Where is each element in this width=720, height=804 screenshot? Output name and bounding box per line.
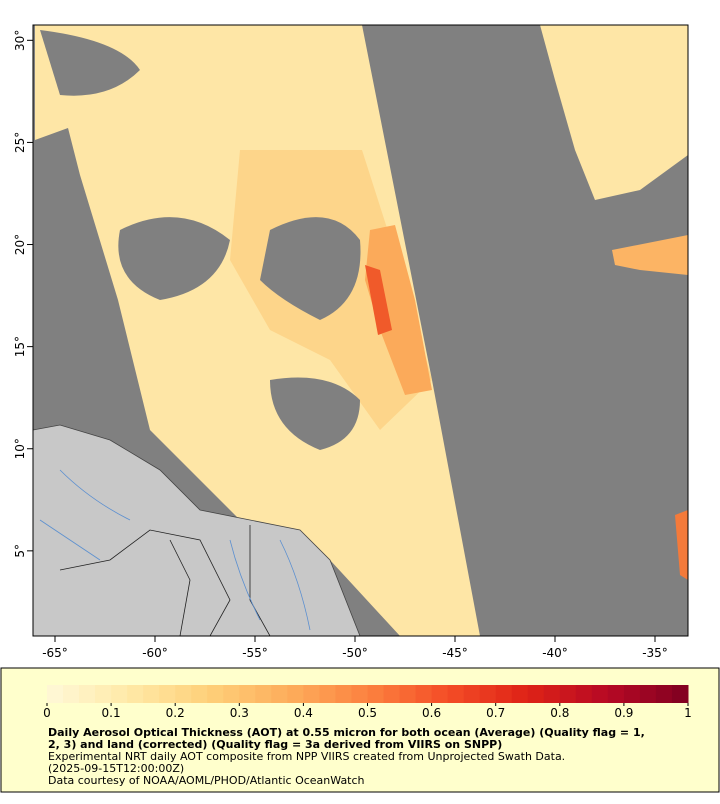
- colorbar-segment: [63, 685, 80, 703]
- colorbar-segment: [79, 685, 96, 703]
- colorbar-segment: [47, 685, 64, 703]
- colorbar-tick-label: 0.1: [102, 706, 121, 720]
- colorbar-tick-label: 0: [43, 706, 51, 720]
- x-tick-label: -40°: [542, 646, 568, 660]
- colorbar-segment: [175, 685, 192, 703]
- colorbar-segment: [255, 685, 272, 703]
- x-tick-label: -55°: [242, 646, 268, 660]
- colorbar: 0 0.1 0.2 0.3 0.4 0.5 0.6 0.7 0.8 0.9 1: [43, 685, 692, 720]
- colorbar-segment: [319, 685, 336, 703]
- colorbar-segment: [463, 685, 481, 703]
- colorbar-segment: [191, 685, 208, 703]
- cloud-gap: [40, 30, 140, 96]
- x-tick-label: -65°: [42, 646, 68, 660]
- colorbar-segment: [143, 685, 160, 703]
- caption-title: Daily Aerosol Optical Thickness (AOT) at…: [48, 726, 645, 739]
- caption-line: Data courtesy of NOAA/AOML/PHOD/Atlantic…: [48, 774, 365, 787]
- colorbar-segment: [303, 685, 320, 703]
- colorbar-segment: [367, 685, 385, 703]
- swath-east-patch: [675, 510, 688, 580]
- colorbar-segment: [223, 685, 240, 703]
- colorbar-segment: [431, 685, 449, 703]
- swath-high: [365, 225, 432, 395]
- colorbar-segment: [415, 685, 433, 703]
- cloud-gap: [118, 217, 230, 300]
- caption-title: 2, 3) and land (corrected) (Quality flag…: [48, 738, 502, 751]
- y-tick-label: 25°: [13, 132, 27, 153]
- colorbar-segment: [623, 685, 641, 703]
- colorbar-segment: [479, 685, 497, 703]
- caption-line: Experimental NRT daily AOT composite fro…: [48, 750, 565, 763]
- x-tick-label: -45°: [442, 646, 468, 660]
- y-tick-label: 30°: [13, 30, 27, 51]
- y-tick-label: 15°: [13, 336, 27, 357]
- colorbar-segment: [671, 685, 689, 703]
- cloud-gap: [260, 217, 361, 320]
- x-tick-label: -50°: [342, 646, 368, 660]
- colorbar-segment: [575, 685, 593, 703]
- colorbar-segment: [495, 685, 513, 703]
- colorbar-segment: [511, 685, 529, 703]
- colorbar-segment: [95, 685, 112, 703]
- x-tick-label: -60°: [142, 646, 168, 660]
- borders: [59, 525, 271, 637]
- colorbar-segment: [559, 685, 577, 703]
- colorbar-segment: [271, 685, 288, 703]
- y-tick-label: 5°: [13, 544, 27, 558]
- colorbar-segment: [591, 685, 609, 703]
- colorbar-segment: [447, 685, 465, 703]
- colorbar-segment: [239, 685, 256, 703]
- colorbar-tick-label: 1: [684, 706, 692, 720]
- colorbar-segment: [655, 685, 673, 703]
- map-area: [32, 24, 689, 637]
- colorbar-segment: [159, 685, 176, 703]
- rivers: [39, 469, 311, 631]
- y-tick-label: 10°: [13, 438, 27, 459]
- colorbar-segment: [127, 685, 144, 703]
- colorbar-segment: [527, 685, 545, 703]
- colorbar-tick-label: 0.7: [486, 706, 505, 720]
- map-frame: [32, 24, 689, 637]
- colorbar-tick-label: 0.2: [166, 706, 185, 720]
- colorbar-segment: [607, 685, 625, 703]
- cloud-gap: [270, 377, 360, 450]
- colorbar-segment: [543, 685, 561, 703]
- caption-line: (2025-09-15T12:00:00Z): [48, 762, 184, 775]
- colorbar-segment: [639, 685, 657, 703]
- colorbar-segment: [207, 685, 224, 703]
- swath-east: [540, 25, 688, 200]
- colorbar-segment: [335, 685, 352, 703]
- axes: -65° -60° -55° -50° -45° -40° -35° 5° 10° 15° 20° 2…: [13, 30, 668, 660]
- colorbar-segment: [351, 685, 368, 703]
- colorbar-tick-label: 0.3: [230, 706, 249, 720]
- colorbar-segment: [111, 685, 128, 703]
- colorbar-tick-label: 0.8: [550, 706, 569, 720]
- x-tick-label: -35°: [642, 646, 668, 660]
- colorbar-tick-label: 0.9: [614, 706, 633, 720]
- swath-east-patch: [612, 235, 688, 275]
- caption: Daily Aerosol Optical Thickness (AOT) at…: [48, 726, 645, 787]
- y-tick-label: 20°: [13, 234, 27, 255]
- colorbar-segment: [287, 685, 304, 703]
- colorbar-tick-label: 0.4: [294, 706, 313, 720]
- colorbar-tick-label: 0.6: [422, 706, 441, 720]
- colorbar-tick-label: 0.5: [358, 706, 377, 720]
- colorbar-segment: [383, 685, 401, 703]
- swath-peak: [365, 265, 392, 335]
- colorbar-segment: [399, 685, 417, 703]
